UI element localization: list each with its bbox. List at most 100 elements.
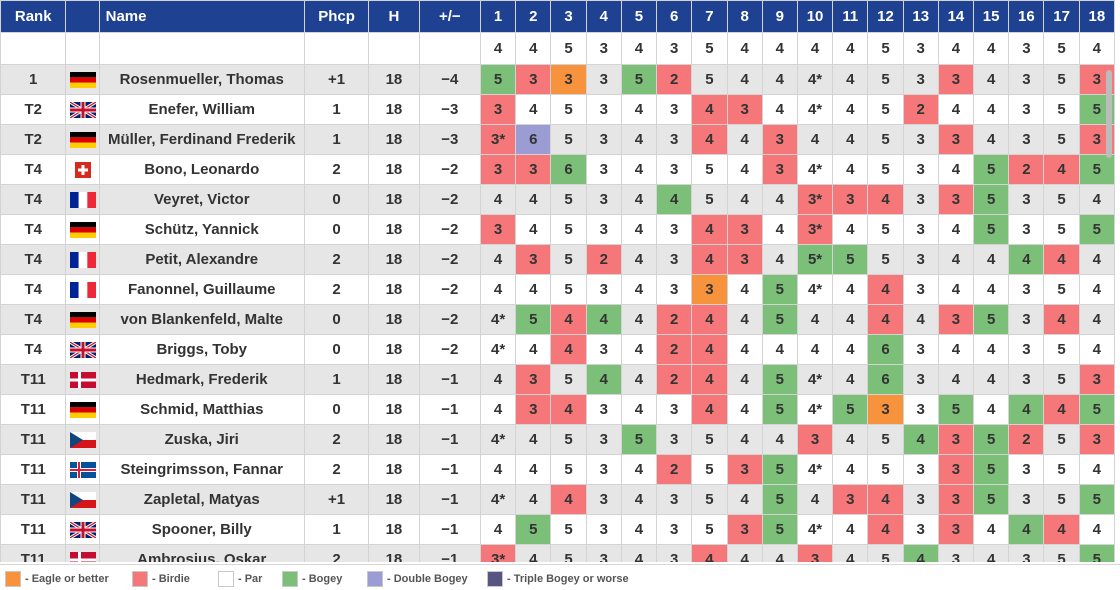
phcp-header[interactable]: Phcp [303,0,370,33]
hole-header-18: 18 [1078,0,1116,33]
player-handicap: 2 [303,274,370,305]
vertical-scrollbar[interactable] [1106,70,1112,158]
hole-score: 5 [1078,214,1116,245]
player-row[interactable]: T11 Zuska, Jiri 2 18 −1 4* 4 5 3 5 3 5 4 4 3 4 5 4 3 5 2 5 3 [0,424,1116,455]
denmark-flag-icon [69,371,96,389]
player-name[interactable]: Fanonnel, Guillaume [98,274,305,305]
player-row[interactable]: T2 Müller, Ferdinand Frederik 1 18 −3 3* 6 5 3 4 3… [0,124,1116,155]
hole-score: 4 [832,424,869,455]
hole-score: 4 [691,304,728,335]
hole-score: 3 [585,274,622,305]
player-rank: T11 [0,364,67,395]
hole-score: 5 [1043,454,1080,485]
hole-score: 4 [1078,304,1116,335]
hole-score: 3* [479,544,517,562]
player-name[interactable]: Ambrosius, Oskar [98,544,305,562]
hole-score: 6 [550,154,587,185]
player-row[interactable]: T4 Fanonnel, Guillaume 2 18 −2 4 4 5 3 4 3 3 4 5 4* 4 4 3… [0,274,1116,305]
hole-score: 3 [585,184,622,215]
hole-score: 2 [656,364,693,395]
hole-score: 4 [620,274,658,305]
player-row[interactable]: T11 Spooner, Billy 1 18 −1 4 5 5 3 4 3 5 3 5 4* 4 4 3 3 4 4 4… [0,514,1116,545]
player-row[interactable]: T11 Ambrosius, Oskar 2 18 −1 3* 4 5 3 4 3 4 4 4 3 4 5 4 3 4… [0,544,1116,562]
hole-score: 3 [937,484,975,515]
player-handicap: 2 [303,454,370,485]
hole-score: 5 [550,184,587,215]
player-name[interactable]: Zapletal, Matyas [98,484,305,515]
player-holes-played: 18 [368,544,420,562]
hole-score: 4 [832,64,869,95]
hole-score: 6 [867,334,904,365]
player-row[interactable]: T4 Bono, Leonardo 2 18 −2 3 3 6 3 4 3 5 4 3 4* 4 5 3 4 5 2 4 5 [0,154,1116,185]
hole-score: 2 [1008,154,1045,185]
hole-score: 3 [585,394,622,425]
player-to-par: −3 [418,94,481,125]
player-name[interactable]: Veyret, Victor [98,184,305,215]
player-name[interactable]: Schmid, Matthias [98,394,305,425]
player-row[interactable]: T4 Schütz, Yannick 0 18 −2 3 4 5 3 4 3 4 3 4 3* 4 5 3 4 5 3 5… [0,214,1116,245]
hole-score: 3 [902,484,939,515]
to-par-header[interactable]: +/− [418,0,481,33]
player-row[interactable]: T11 Steingrimsson, Fannar 2 18 −1 4 4 5 3 4 2 5 3 5 4*… [0,454,1116,485]
legend-swatch [367,571,383,588]
hole-score: 4 [515,274,552,305]
par-hole-2: 4 [515,32,552,65]
player-name[interactable]: Müller, Ferdinand Frederik [98,124,305,155]
player-row[interactable]: T2 Enefer, William 1 18 −3 3 4 5 3 4 3 4 3 4 4* 4 5 2 4 4 3 5… [0,94,1116,125]
player-name[interactable]: Spooner, Billy [98,514,305,545]
player-to-par: −1 [418,514,481,545]
player-name[interactable]: Zuska, Jiri [98,424,305,455]
rank-header[interactable]: Rank [0,0,67,33]
legend-item: - Triple Bogey or worse [487,571,629,588]
legend-swatch [218,571,234,588]
player-row[interactable]: T4 Veyret, Victor 0 18 −2 4 4 5 3 4 4 5 4 4 3* 3 4 3 3 5 3 5 4 [0,184,1116,215]
player-rank: T4 [0,334,67,365]
player-row[interactable]: T4 von Blankenfeld, Malte 0 18 −2 4* 5 4 4 4 2 4 4 5 4… [0,304,1116,335]
holes-played-header[interactable]: H [368,0,420,33]
player-row[interactable]: T11 Schmid, Matthias 0 18 −1 4 3 4 3 4 3 4 4 5 4* 5 3 3 5 4… [0,394,1116,425]
player-row[interactable]: T4 Petit, Alexandre 2 18 −2 4 3 5 2 4 3 4 3 4 5* 5 5 3 4 4 4… [0,244,1116,275]
hole-score: 4 [761,544,798,562]
hole-score: 3 [726,244,763,275]
header-row: Rank Name Phcp H +/− 1 2 3 4 5 6 7 8 9 10 11 12 13 14… [0,0,1116,33]
player-name[interactable]: Steingrimsson, Fannar [98,454,305,485]
hole-score: 3 [585,124,622,155]
hole-score: 4 [656,184,693,215]
par-hole-18: 4 [1078,32,1116,65]
player-flag [65,424,100,455]
par-hole-10: 4 [796,32,834,65]
hole-header-1: 1 [479,0,517,33]
player-row[interactable]: 1 Rosenmueller, Thomas +1 18 −4 5 3 3 3 5 2 5 4 4 4* 4 5… [0,64,1116,95]
hole-score: 4 [550,394,587,425]
par-hole-16: 3 [1008,32,1045,65]
player-row[interactable]: T11 Hedmark, Frederik 1 18 −1 4 3 5 4 4 2 4 4 5 4* 4 6 3 4… [0,364,1116,395]
hole-score: 3 [515,154,552,185]
hole-header-11: 11 [832,0,869,33]
uk-flag-icon [69,341,96,359]
hole-score: 3 [902,154,939,185]
player-row[interactable]: T11 Zapletal, Matyas +1 18 −1 4* 4 4 3 4 3 5 4 5 4 3 4 3 3… [0,484,1116,515]
player-to-par: −1 [418,484,481,515]
player-name[interactable]: Petit, Alexandre [98,244,305,275]
player-name[interactable]: Schütz, Yannick [98,214,305,245]
player-flag [65,304,100,335]
hole-score: 3 [479,154,517,185]
hole-score: 4* [796,154,834,185]
player-name[interactable]: Briggs, Toby [98,334,305,365]
player-name[interactable]: Rosenmueller, Thomas [98,64,305,95]
par-hole-8: 4 [726,32,763,65]
player-name[interactable]: von Blankenfeld, Malte [98,304,305,335]
par-hole-17: 5 [1043,32,1080,65]
player-name[interactable]: Hedmark, Frederik [98,364,305,395]
player-name[interactable]: Enefer, William [98,94,305,125]
leaderboard-scroll-area[interactable]: Rank Name Phcp H +/− 1 2 3 4 5 6 7 8 9 10 11 12 13 14… [0,0,1120,562]
legend-item: - Double Bogey [367,571,468,588]
player-name[interactable]: Bono, Leonardo [98,154,305,185]
hole-score: 4 [726,274,763,305]
player-row[interactable]: T4 Briggs, Toby 0 18 −2 4* 4 4 3 4 2 4 4 4 4 4 6 3 4 4 3 5 4 [0,334,1116,365]
name-header[interactable]: Name [98,0,305,33]
hole-score: 4* [479,334,517,365]
hole-score: 3 [1078,364,1116,395]
player-to-par: −1 [418,544,481,562]
